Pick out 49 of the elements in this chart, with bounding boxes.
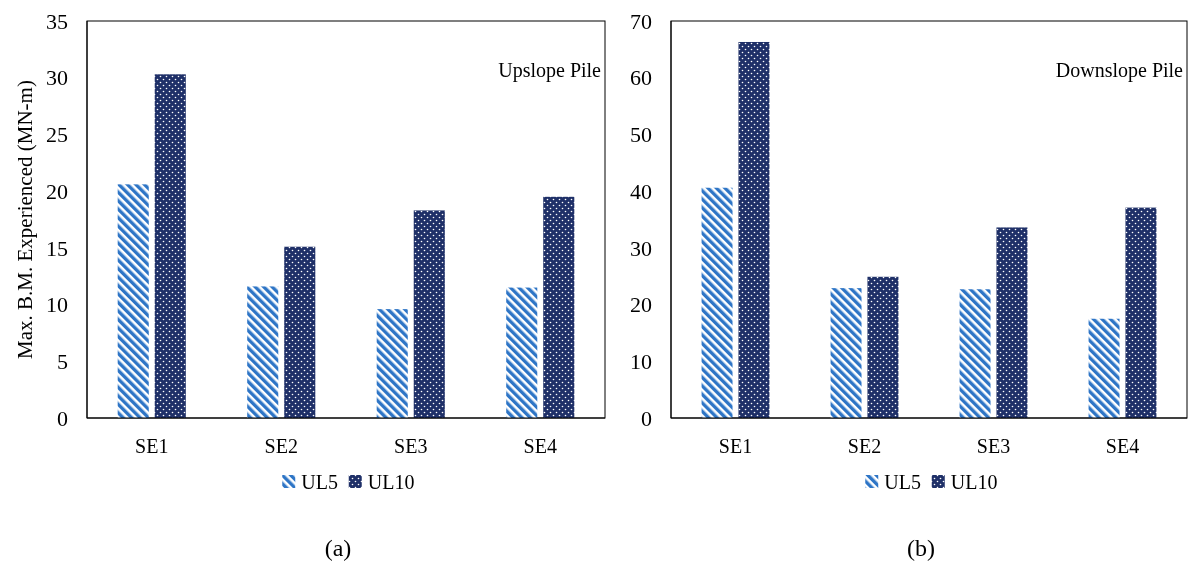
legend-label: UL5 bbox=[884, 471, 921, 493]
x-tick-label: SE2 bbox=[264, 435, 298, 457]
bar bbox=[376, 309, 408, 418]
y-tick-label: 10 bbox=[630, 348, 652, 374]
y-tick-label: 30 bbox=[630, 235, 652, 261]
bar bbox=[701, 187, 733, 418]
legend-label: UL10 bbox=[950, 471, 998, 493]
y-tick-label: 20 bbox=[46, 178, 68, 204]
text: (b) bbox=[907, 535, 935, 562]
bar bbox=[543, 196, 575, 418]
x-tick-label: SE3 bbox=[394, 435, 428, 457]
y-tick-label: 70 bbox=[630, 8, 652, 34]
x-tick-label: SE1 bbox=[718, 435, 753, 457]
bar bbox=[959, 289, 991, 418]
annotation: Upslope Pile bbox=[498, 59, 602, 82]
x-tick-label: SE4 bbox=[1105, 435, 1140, 457]
y-tick-label: 10 bbox=[46, 292, 68, 318]
x-tick-label: SE4 bbox=[523, 435, 557, 457]
y-tick-label: 0 bbox=[641, 405, 652, 431]
bar bbox=[1088, 318, 1120, 418]
x-tick-label: SE3 bbox=[976, 435, 1011, 457]
bar bbox=[830, 288, 862, 418]
y-tick-label: 40 bbox=[630, 178, 652, 204]
x-tick-label: SE2 bbox=[847, 435, 882, 457]
bar bbox=[506, 287, 538, 418]
bar bbox=[247, 286, 279, 418]
bar bbox=[154, 74, 186, 418]
legend-label: UL10 bbox=[367, 471, 415, 493]
x-tick-label: SE1 bbox=[135, 435, 169, 457]
bar bbox=[738, 41, 770, 418]
bar bbox=[867, 276, 899, 418]
y-tick-label: 5 bbox=[57, 348, 68, 374]
y-tick-label: 20 bbox=[630, 292, 652, 318]
y-tick-label: 15 bbox=[46, 235, 68, 261]
y-tick-label: 25 bbox=[46, 122, 68, 148]
bar bbox=[117, 184, 149, 418]
y-tick-label: 0 bbox=[57, 405, 68, 431]
text: (a) bbox=[324, 535, 352, 562]
legend-label: UL5 bbox=[301, 471, 338, 493]
y-axis-title: Max. B.M. Experienced (MN-m) bbox=[13, 80, 38, 359]
y-tick-label: 50 bbox=[630, 122, 652, 148]
y-tick-label: 30 bbox=[46, 65, 68, 91]
bar bbox=[1125, 207, 1157, 418]
bar bbox=[284, 246, 316, 418]
bar bbox=[996, 227, 1028, 418]
annotation: Downslope Pile bbox=[1055, 59, 1184, 82]
bar bbox=[413, 210, 445, 418]
y-tick-label: 35 bbox=[46, 8, 68, 34]
y-tick-label: 60 bbox=[630, 65, 652, 91]
